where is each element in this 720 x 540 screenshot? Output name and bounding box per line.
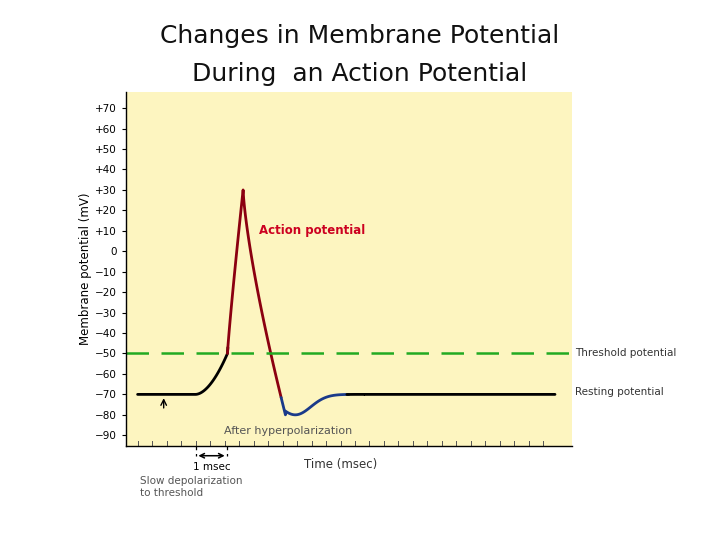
Text: 1 msec: 1 msec: [193, 462, 230, 472]
Text: After hyperpolarization: After hyperpolarization: [224, 426, 353, 436]
Text: Resting potential: Resting potential: [575, 387, 664, 397]
Y-axis label: Membrane potential (mV): Membrane potential (mV): [79, 192, 92, 345]
Text: Threshold potential: Threshold potential: [575, 348, 677, 359]
Text: Action potential: Action potential: [259, 224, 366, 237]
Text: During  an Action Potential: During an Action Potential: [192, 62, 528, 86]
Text: Time (msec): Time (msec): [304, 458, 377, 471]
Text: Changes in Membrane Potential: Changes in Membrane Potential: [161, 24, 559, 48]
Text: Slow depolarization
to threshold: Slow depolarization to threshold: [140, 476, 243, 498]
